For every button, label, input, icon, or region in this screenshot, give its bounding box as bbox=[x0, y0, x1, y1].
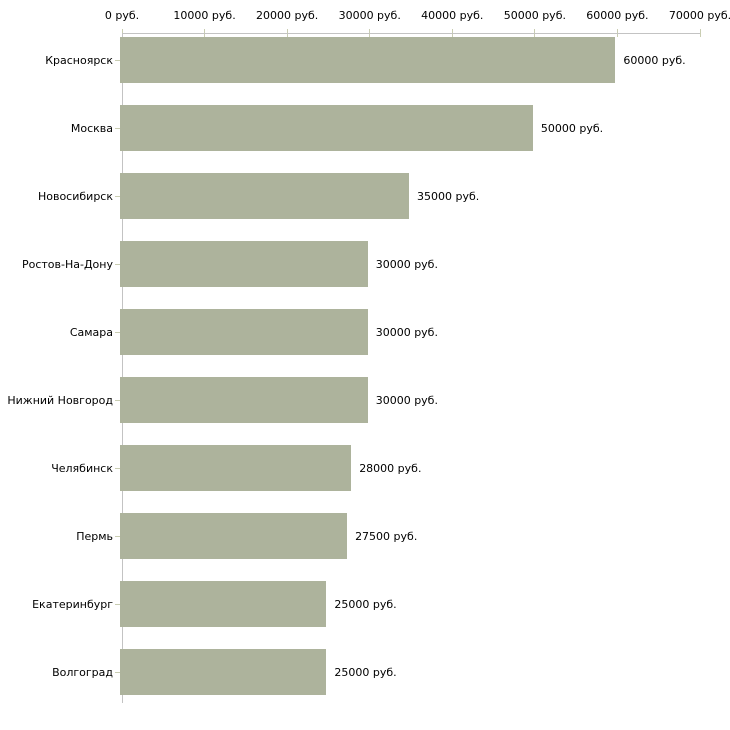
category-tick bbox=[115, 535, 120, 537]
category-label: Волгоград bbox=[52, 665, 113, 679]
x-axis-tick-label: 50000 руб. bbox=[503, 9, 566, 22]
x-axis-tick bbox=[699, 29, 701, 37]
x-axis-tick-label: 40000 руб. bbox=[421, 9, 484, 22]
x-axis-tick-label: 20000 руб. bbox=[256, 9, 319, 22]
category-tick bbox=[115, 603, 120, 605]
bar bbox=[120, 241, 368, 287]
value-label: 50000 руб. bbox=[540, 121, 604, 135]
bar-row: Самара 30000 руб. bbox=[0, 298, 730, 366]
bar-row: Пермь 27500 руб. bbox=[0, 502, 730, 570]
category-tick bbox=[115, 127, 120, 129]
bar bbox=[120, 37, 616, 83]
bar bbox=[120, 649, 327, 695]
bar bbox=[120, 173, 409, 219]
category-label: Самара bbox=[69, 325, 113, 339]
category-label: Челябинск bbox=[51, 461, 113, 475]
value-label: 25000 руб. bbox=[334, 665, 397, 679]
bar bbox=[120, 105, 533, 151]
value-label: 30000 руб. bbox=[375, 393, 438, 407]
x-axis: 0 руб. 10000 руб. 20000 руб. 30000 руб. 4000… bbox=[0, 0, 730, 40]
bar bbox=[120, 377, 368, 423]
category-tick bbox=[115, 331, 120, 333]
category-tick bbox=[115, 263, 120, 265]
bar bbox=[120, 309, 368, 355]
category-label: Нижний Новгород bbox=[7, 393, 113, 407]
y-axis-line bbox=[122, 33, 123, 703]
bar bbox=[120, 513, 348, 559]
value-label: 60000 руб. bbox=[623, 53, 686, 67]
category-label: Красноярск bbox=[45, 53, 113, 67]
bar-row: Челябинск 28000 руб. bbox=[0, 434, 730, 502]
bar bbox=[120, 581, 327, 627]
x-axis-tick-label: 60000 руб. bbox=[586, 9, 649, 22]
bar-row: Екатеринбург 25000 руб. bbox=[0, 570, 730, 638]
value-label: 25000 руб. bbox=[334, 597, 397, 611]
category-label: Новосибирск bbox=[37, 189, 113, 203]
x-axis-tick-label: 0 руб. bbox=[104, 9, 140, 22]
category-tick bbox=[115, 467, 120, 469]
bar-row: Москва 50000 руб. bbox=[0, 94, 730, 162]
category-label: Ростов-На-Дону bbox=[21, 257, 113, 271]
bar-row: Ростов-На-Дону 30000 руб. bbox=[0, 230, 730, 298]
value-label: 28000 руб. bbox=[359, 461, 422, 475]
value-label: 30000 руб. bbox=[375, 325, 438, 339]
value-label: 35000 руб. bbox=[417, 189, 480, 203]
x-axis-line bbox=[122, 33, 700, 34]
category-label: Екатеринбург bbox=[32, 597, 113, 611]
category-tick bbox=[115, 59, 120, 61]
x-axis-tick-label: 10000 руб. bbox=[173, 9, 236, 22]
category-tick bbox=[115, 399, 120, 401]
value-label: 27500 руб. bbox=[355, 529, 418, 543]
category-label: Пермь bbox=[76, 529, 113, 543]
bar-row: Нижний Новгород 30000 руб. bbox=[0, 366, 730, 434]
value-label: 30000 руб. bbox=[375, 257, 438, 271]
bar-rows: Красноярск 60000 руб. Москва 50000 руб. … bbox=[0, 26, 730, 706]
bar-row: Красноярск 60000 руб. bbox=[0, 26, 730, 94]
bar bbox=[120, 445, 352, 491]
x-axis-tick-label: 70000 руб. bbox=[668, 9, 730, 22]
category-tick bbox=[115, 195, 120, 197]
category-tick bbox=[115, 671, 120, 673]
bar-row: Волгоград 25000 руб. bbox=[0, 638, 730, 706]
category-label: Москва bbox=[70, 121, 113, 135]
bar-row: Новосибирск 35000 руб. bbox=[0, 162, 730, 230]
x-axis-tick-label: 30000 руб. bbox=[338, 9, 401, 22]
